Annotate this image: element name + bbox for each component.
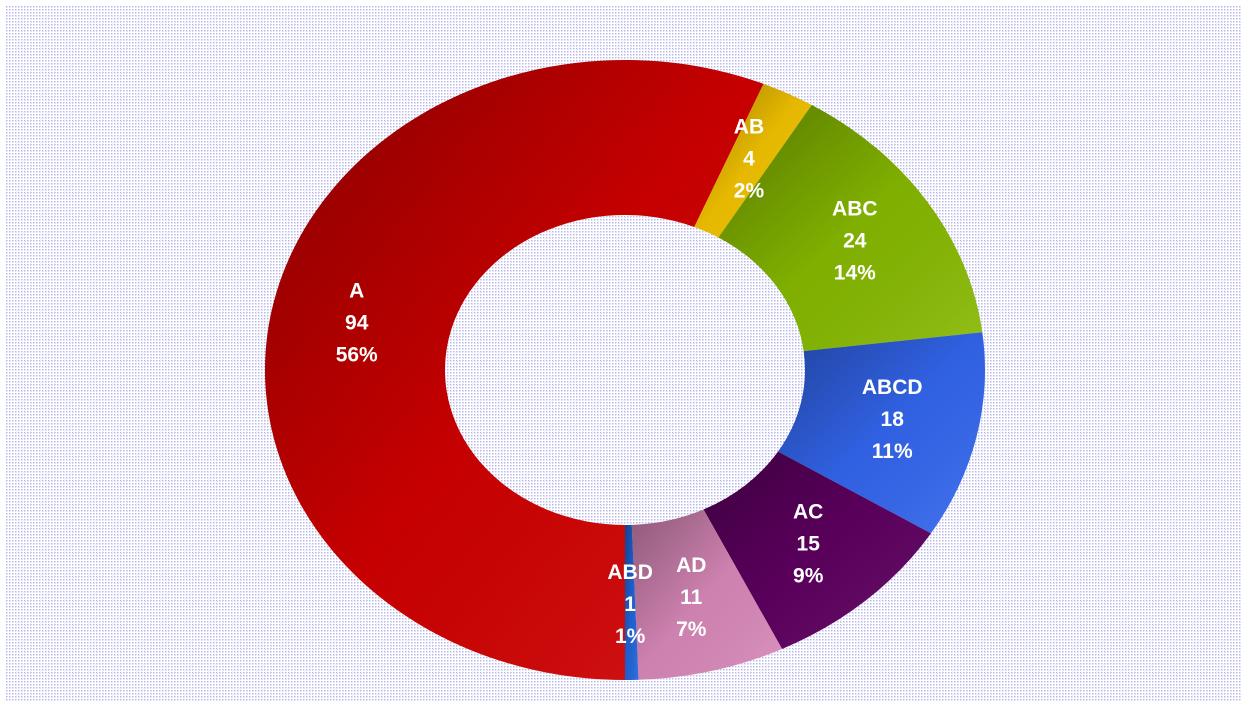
slice-shade xyxy=(631,509,783,680)
slice-shade xyxy=(694,83,812,238)
slice-category-label: ABC xyxy=(832,198,878,221)
slice-percent-label: 56% xyxy=(336,343,378,366)
slice-category-label: ABCD xyxy=(862,376,923,399)
slice-shade xyxy=(718,104,983,352)
slice-category-label: AD xyxy=(676,554,706,577)
slices xyxy=(265,60,985,681)
slice-percent-label: 1% xyxy=(615,625,646,648)
slice-category-label: ABD xyxy=(607,561,653,584)
slice-value-label: 1 xyxy=(624,593,636,616)
slice-value-label: 11 xyxy=(680,586,703,609)
slice-percent-label: 2% xyxy=(734,180,765,203)
slice-value-label: 18 xyxy=(881,408,905,431)
slice-category-label: AB xyxy=(734,116,764,139)
slice-category-label: A xyxy=(349,279,364,302)
slice-shade xyxy=(625,524,639,680)
slice-value-label: 15 xyxy=(797,533,821,556)
slice-value-label: 24 xyxy=(843,230,867,253)
slice-percent-label: 7% xyxy=(676,618,707,641)
slice-percent-label: 9% xyxy=(793,565,824,588)
slice-category-label: AC xyxy=(793,501,823,524)
slice-shade xyxy=(777,332,985,534)
slice-value-label: 4 xyxy=(743,148,755,171)
slice-percent-label: 14% xyxy=(834,262,876,285)
slice-shade xyxy=(265,60,764,681)
slice-value-label: 94 xyxy=(345,311,369,334)
slice-shade xyxy=(703,451,931,649)
slice-percent-label: 11% xyxy=(872,440,913,463)
labels: A9456%AB42%ABC2414%ABCD1811%AC159%AD117%… xyxy=(336,116,923,649)
